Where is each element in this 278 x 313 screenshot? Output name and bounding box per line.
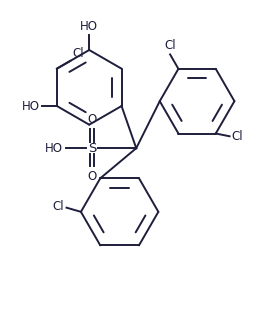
Text: HO: HO bbox=[80, 20, 98, 33]
Text: Cl: Cl bbox=[72, 47, 84, 60]
Text: Cl: Cl bbox=[231, 130, 243, 143]
Text: Cl: Cl bbox=[53, 200, 64, 213]
Text: O: O bbox=[87, 113, 96, 126]
Text: Cl: Cl bbox=[164, 39, 176, 52]
Text: HO: HO bbox=[22, 100, 40, 112]
Text: S: S bbox=[88, 142, 96, 155]
Text: O: O bbox=[87, 170, 96, 183]
Text: HO: HO bbox=[45, 142, 63, 155]
